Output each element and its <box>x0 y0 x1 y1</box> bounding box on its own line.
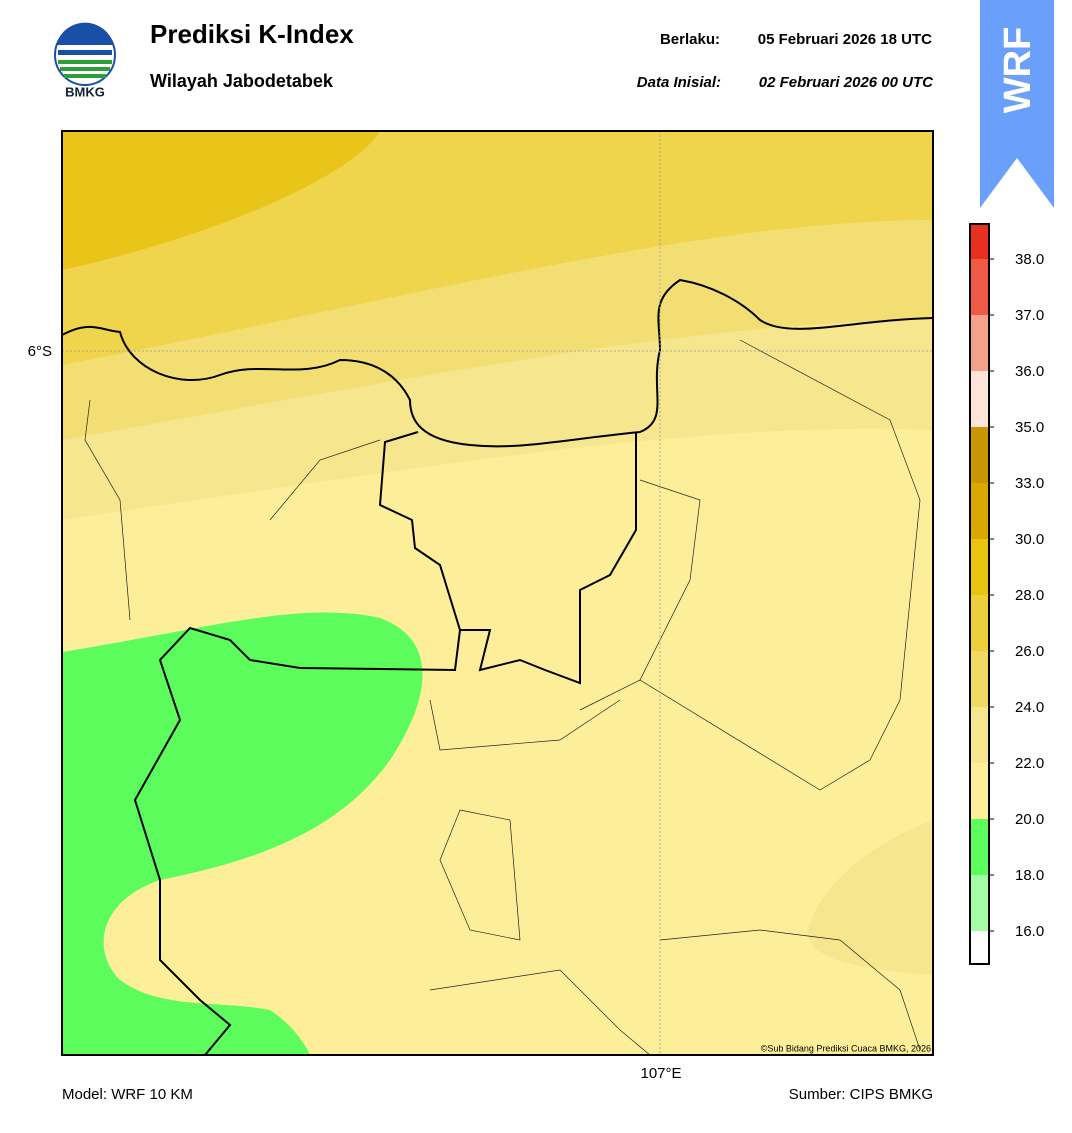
valid-time: 05 Februari 2026 18 UTC <box>758 31 932 48</box>
colorbar-label: 36.0 <box>1015 363 1044 380</box>
title: Prediksi K-Index <box>150 19 354 49</box>
colorbar-label: 22.0 <box>1015 755 1044 772</box>
colorbar-segment <box>970 595 989 651</box>
footer-model: Model: WRF 10 KM <box>62 1086 193 1103</box>
map-frame <box>61 130 934 1056</box>
footer-source: Sumber: CIPS BMKG <box>789 1086 933 1103</box>
colorbar-segment <box>970 931 989 964</box>
init-label: Data Inisial: <box>637 74 721 91</box>
province-border <box>378 431 637 685</box>
colorbar-segment <box>970 707 989 763</box>
colorbar: 38.0 37.0 36.0 35.0 33.0 30.0 28.0 26.0 24.0 22.0… <box>969 223 1044 965</box>
colorbar-label: 38.0 <box>1015 251 1044 268</box>
colorbar-label: 28.0 <box>1015 587 1044 604</box>
lat-label: 6°S <box>28 343 52 360</box>
district-border <box>84 339 921 1055</box>
field <box>807 820 933 975</box>
colorbar-label: 18.0 <box>1015 867 1044 884</box>
colorbar-segment <box>970 651 989 707</box>
coastline <box>62 278 933 448</box>
colorbar-segment <box>970 763 989 819</box>
badge-text: WRF <box>997 27 1039 114</box>
province-border <box>133 626 461 1055</box>
colorbar-segment <box>970 483 989 539</box>
copyright: ©Sub Bidang Prediksi Cuaca BMKG, 2026 <box>761 1043 931 1053</box>
colorbar-label: 37.0 <box>1015 307 1044 324</box>
field <box>62 131 380 270</box>
colorbar-label: 33.0 <box>1015 475 1044 492</box>
colorbar-label: 24.0 <box>1015 699 1044 716</box>
colorbar-label: 26.0 <box>1015 643 1044 660</box>
colorbar-segment <box>970 315 989 371</box>
colorbar-label: 20.0 <box>1015 811 1044 828</box>
lon-label: 107°E <box>640 1065 681 1082</box>
colorbar-segment <box>970 427 989 483</box>
init-time: 02 Februari 2026 00 UTC <box>759 74 934 91</box>
badge <box>980 0 1054 208</box>
colorbar-segment <box>970 819 989 875</box>
colorbar-segment <box>970 259 989 315</box>
logo <box>54 22 116 86</box>
colorbar-segment <box>970 539 989 595</box>
colorbar-label: 16.0 <box>1015 923 1044 940</box>
map-area <box>62 131 933 1055</box>
colorbar-label: 35.0 <box>1015 419 1044 436</box>
colorbar-label: 30.0 <box>1015 531 1044 548</box>
valid-label: Berlaku: <box>660 31 720 48</box>
colorbar-frame <box>969 223 990 965</box>
colorbar-segment <box>970 371 989 427</box>
logo-text: BMKG <box>65 84 105 99</box>
colorbar-segment <box>970 224 989 259</box>
colorbar-segment <box>970 875 989 931</box>
field <box>62 612 423 1055</box>
subtitle: Wilayah Jabodetabek <box>150 71 334 91</box>
